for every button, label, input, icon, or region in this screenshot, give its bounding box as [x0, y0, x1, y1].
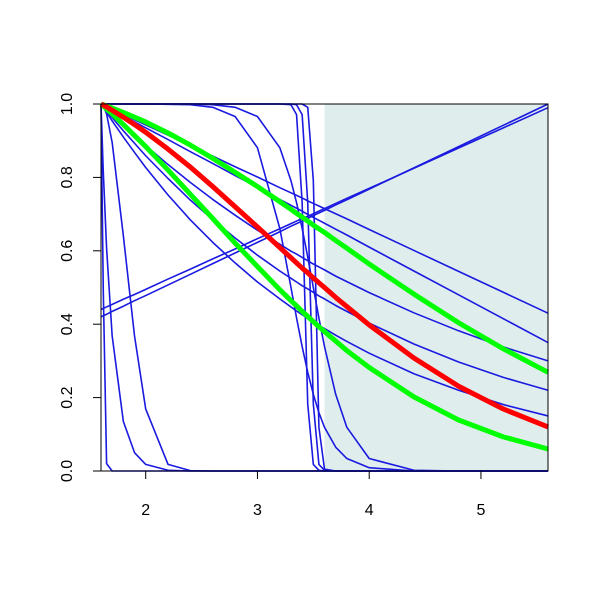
series-line [100, 106, 549, 311]
y-tick-label: 1.0 [59, 93, 76, 115]
y-tick-label: 0.2 [59, 386, 76, 408]
y-tick-label: 0.6 [59, 240, 76, 262]
series-line [100, 103, 549, 417]
x-tick-label: 4 [365, 502, 374, 519]
plot-frame [100, 103, 549, 472]
series-line [100, 103, 549, 318]
series-line [99, 102, 549, 452]
y-tick-label: 0.0 [59, 460, 76, 482]
x-tick-label: 2 [141, 502, 150, 519]
series-line [100, 101, 550, 375]
series-line [99, 101, 549, 430]
x-tick-label: 5 [476, 502, 485, 519]
y-tick-label: 0.8 [59, 166, 76, 188]
y-tick-label: 0.4 [59, 313, 76, 335]
x-tick-label: 3 [253, 502, 262, 519]
